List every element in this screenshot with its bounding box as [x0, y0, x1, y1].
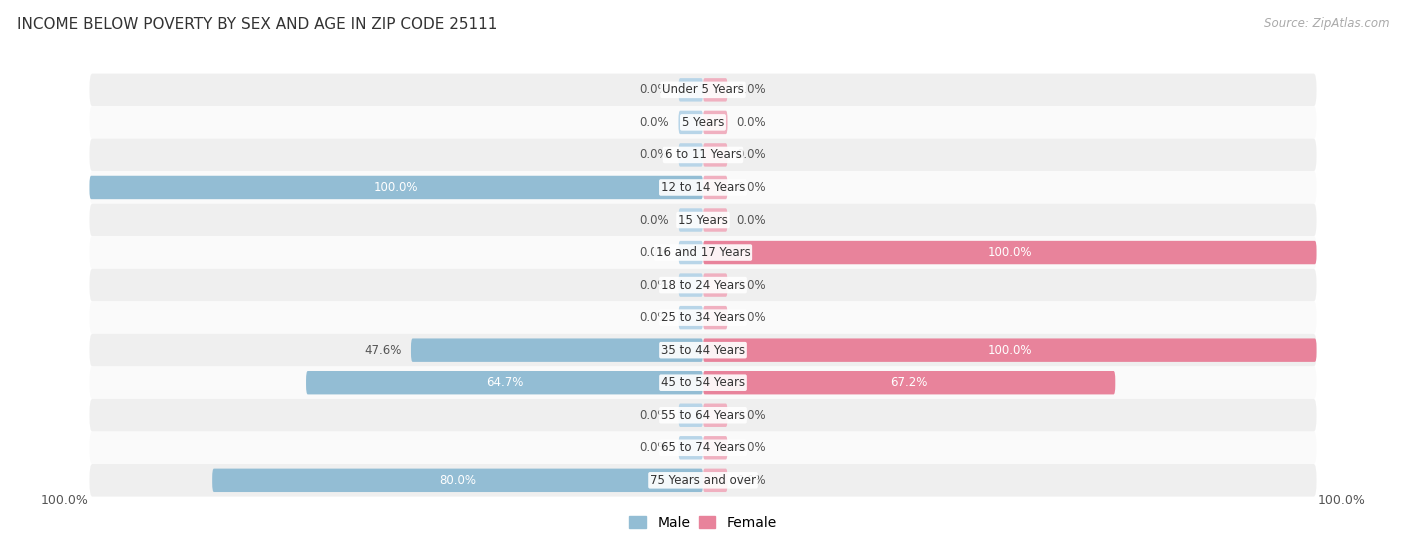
Text: 18 to 24 Years: 18 to 24 Years	[661, 278, 745, 292]
Text: 0.0%: 0.0%	[737, 474, 766, 487]
Text: 0.0%: 0.0%	[737, 441, 766, 454]
Text: 0.0%: 0.0%	[640, 149, 669, 162]
FancyBboxPatch shape	[90, 171, 1316, 203]
Text: 0.0%: 0.0%	[737, 409, 766, 421]
Text: 75 Years and over: 75 Years and over	[650, 474, 756, 487]
Text: 0.0%: 0.0%	[640, 246, 669, 259]
FancyBboxPatch shape	[703, 468, 727, 492]
Text: 35 to 44 Years: 35 to 44 Years	[661, 344, 745, 357]
Text: 100.0%: 100.0%	[374, 181, 419, 194]
FancyBboxPatch shape	[703, 273, 727, 297]
FancyBboxPatch shape	[90, 74, 1316, 106]
Text: 0.0%: 0.0%	[640, 311, 669, 324]
FancyBboxPatch shape	[703, 241, 1316, 264]
FancyBboxPatch shape	[679, 143, 703, 167]
FancyBboxPatch shape	[679, 404, 703, 427]
FancyBboxPatch shape	[307, 371, 703, 395]
FancyBboxPatch shape	[90, 464, 1316, 496]
FancyBboxPatch shape	[703, 143, 727, 167]
FancyBboxPatch shape	[679, 111, 703, 134]
Text: INCOME BELOW POVERTY BY SEX AND AGE IN ZIP CODE 25111: INCOME BELOW POVERTY BY SEX AND AGE IN Z…	[17, 17, 498, 32]
Text: Source: ZipAtlas.com: Source: ZipAtlas.com	[1264, 17, 1389, 30]
Text: 0.0%: 0.0%	[640, 116, 669, 129]
FancyBboxPatch shape	[90, 432, 1316, 464]
Text: Under 5 Years: Under 5 Years	[662, 83, 744, 96]
Text: 0.0%: 0.0%	[640, 83, 669, 96]
Text: 15 Years: 15 Years	[678, 214, 728, 226]
FancyBboxPatch shape	[703, 176, 727, 199]
FancyBboxPatch shape	[679, 306, 703, 329]
FancyBboxPatch shape	[703, 371, 1115, 395]
FancyBboxPatch shape	[703, 404, 727, 427]
FancyBboxPatch shape	[703, 111, 727, 134]
FancyBboxPatch shape	[679, 273, 703, 297]
Text: 64.7%: 64.7%	[486, 376, 523, 389]
Text: 16 and 17 Years: 16 and 17 Years	[655, 246, 751, 259]
Text: 5 Years: 5 Years	[682, 116, 724, 129]
Text: 25 to 34 Years: 25 to 34 Years	[661, 311, 745, 324]
Text: 100.0%: 100.0%	[41, 494, 89, 507]
FancyBboxPatch shape	[90, 367, 1316, 399]
Text: 55 to 64 Years: 55 to 64 Years	[661, 409, 745, 421]
Text: 100.0%: 100.0%	[987, 344, 1032, 357]
FancyBboxPatch shape	[703, 209, 727, 232]
Text: 0.0%: 0.0%	[737, 214, 766, 226]
Text: 12 to 14 Years: 12 to 14 Years	[661, 181, 745, 194]
FancyBboxPatch shape	[679, 78, 703, 102]
FancyBboxPatch shape	[90, 269, 1316, 301]
FancyBboxPatch shape	[90, 399, 1316, 432]
FancyBboxPatch shape	[90, 203, 1316, 236]
Text: 100.0%: 100.0%	[1317, 494, 1365, 507]
FancyBboxPatch shape	[679, 436, 703, 459]
FancyBboxPatch shape	[703, 436, 727, 459]
FancyBboxPatch shape	[90, 139, 1316, 171]
Text: 0.0%: 0.0%	[737, 311, 766, 324]
FancyBboxPatch shape	[90, 236, 1316, 269]
Text: 0.0%: 0.0%	[737, 278, 766, 292]
FancyBboxPatch shape	[90, 334, 1316, 367]
Text: 0.0%: 0.0%	[737, 149, 766, 162]
Text: 65 to 74 Years: 65 to 74 Years	[661, 441, 745, 454]
FancyBboxPatch shape	[90, 176, 703, 199]
FancyBboxPatch shape	[90, 301, 1316, 334]
FancyBboxPatch shape	[212, 468, 703, 492]
Text: 0.0%: 0.0%	[640, 278, 669, 292]
Text: 0.0%: 0.0%	[737, 83, 766, 96]
FancyBboxPatch shape	[703, 78, 727, 102]
Text: 0.0%: 0.0%	[737, 181, 766, 194]
Legend: Male, Female: Male, Female	[624, 510, 782, 536]
Text: 0.0%: 0.0%	[640, 441, 669, 454]
Text: 45 to 54 Years: 45 to 54 Years	[661, 376, 745, 389]
Text: 0.0%: 0.0%	[737, 116, 766, 129]
Text: 0.0%: 0.0%	[640, 214, 669, 226]
Text: 100.0%: 100.0%	[987, 246, 1032, 259]
Text: 0.0%: 0.0%	[640, 409, 669, 421]
Text: 80.0%: 80.0%	[439, 474, 477, 487]
FancyBboxPatch shape	[90, 106, 1316, 139]
FancyBboxPatch shape	[703, 338, 1316, 362]
FancyBboxPatch shape	[679, 209, 703, 232]
FancyBboxPatch shape	[679, 241, 703, 264]
Text: 67.2%: 67.2%	[890, 376, 928, 389]
FancyBboxPatch shape	[703, 306, 727, 329]
FancyBboxPatch shape	[411, 338, 703, 362]
Text: 6 to 11 Years: 6 to 11 Years	[665, 149, 741, 162]
Text: 47.6%: 47.6%	[364, 344, 402, 357]
